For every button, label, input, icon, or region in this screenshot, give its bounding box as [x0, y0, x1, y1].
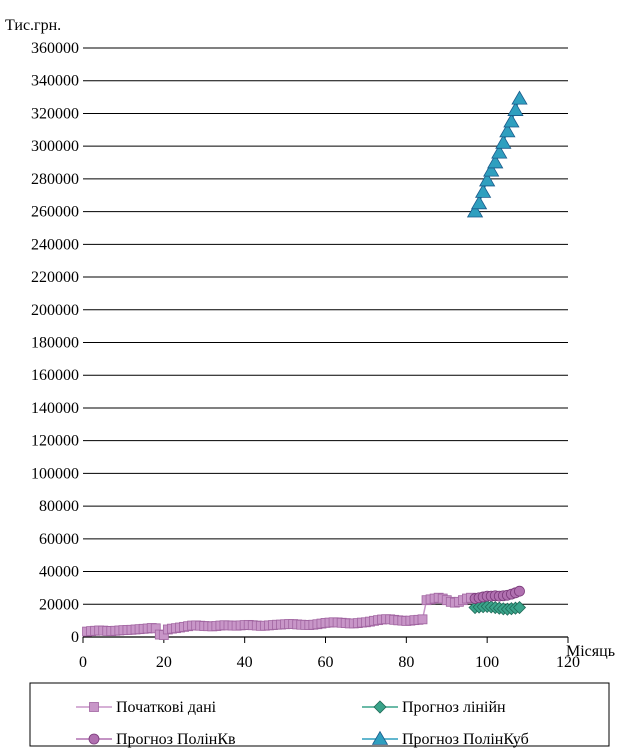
data-point: [479, 172, 496, 187]
y-tick-label: 180000: [31, 335, 79, 352]
legend-label: Прогноз ПолінКуб: [402, 731, 529, 748]
legend-marker: [371, 730, 389, 745]
legend-label: Початкові дані: [116, 699, 217, 716]
y-tick-label: 360000: [31, 40, 79, 57]
data-point: [514, 585, 525, 597]
legend-item: Прогноз ПолінКв: [76, 731, 236, 748]
y-tick-label: 300000: [31, 138, 79, 155]
legend: Початкові дані Прогноз лінійн Прогноз Полі…: [29, 682, 610, 748]
y-tick-label: 80000: [39, 498, 79, 515]
y-tick-label: 260000: [31, 204, 79, 221]
legend-item: Початкові дані: [76, 699, 217, 716]
y-axis-ticks: 0 20000 40000 60000 80000 100000 120000 140000 1…: [31, 40, 79, 646]
y-tick-label: 280000: [31, 171, 79, 188]
data-point: [512, 600, 527, 615]
data-point: [466, 203, 484, 218]
y-tick-label: 340000: [31, 73, 79, 90]
y-tick-label: 220000: [31, 269, 79, 286]
data-point: [503, 113, 520, 128]
legend-label: Прогноз ПолінКв: [116, 731, 236, 748]
y-tick-label: 320000: [31, 105, 79, 122]
x-tick-label: 120: [556, 654, 580, 671]
data-point: [507, 101, 524, 116]
x-tick-label: 40: [237, 654, 253, 671]
data-point: [470, 195, 488, 210]
y-tick-label: 20000: [39, 596, 79, 613]
data-point: [487, 154, 504, 169]
y-axis-title: Тис.грн.: [5, 17, 61, 34]
data-point: [495, 134, 512, 149]
y-tick-label: 60000: [39, 531, 79, 548]
legend-item: Прогноз ПолінКуб: [362, 730, 529, 748]
x-axis-ticks: 0 20 40 60 80 100 120: [79, 637, 580, 671]
gridlines: [83, 47, 568, 605]
y-tick-label: 200000: [31, 302, 79, 319]
y-tick-label: 100000: [31, 465, 79, 482]
y-tick-label: 160000: [31, 367, 79, 384]
data-point: [483, 162, 500, 177]
y-tick-label: 0: [71, 629, 79, 646]
x-axis-title: Місяць: [566, 643, 615, 660]
y-tick-label: 40000: [39, 564, 79, 581]
series-2: [468, 599, 527, 616]
series-1: [82, 592, 476, 640]
y-tick-label: 140000: [31, 400, 79, 417]
data-point: [417, 614, 428, 625]
y-tick-label: 240000: [31, 236, 79, 253]
series-4: [466, 90, 528, 218]
legend-marker: [89, 702, 99, 712]
legend-label: Прогноз лінійн: [402, 699, 506, 716]
x-tick-label: 100: [475, 654, 499, 671]
y-tick-label: 120000: [31, 433, 79, 450]
series-layer: [82, 90, 528, 640]
series-3: [469, 585, 525, 604]
legend-item: Прогноз лінійн: [362, 699, 506, 716]
x-tick-label: 60: [318, 654, 334, 671]
data-point: [511, 90, 528, 105]
legend-marker: [373, 700, 387, 714]
data-point: [499, 123, 516, 138]
x-tick-label: 0: [79, 654, 87, 671]
x-tick-label: 80: [398, 654, 414, 671]
data-point: [491, 144, 508, 159]
legend-marker: [88, 733, 100, 745]
data-point: [474, 183, 492, 198]
x-tick-label: 20: [156, 654, 172, 671]
legend-box: [29, 682, 610, 747]
